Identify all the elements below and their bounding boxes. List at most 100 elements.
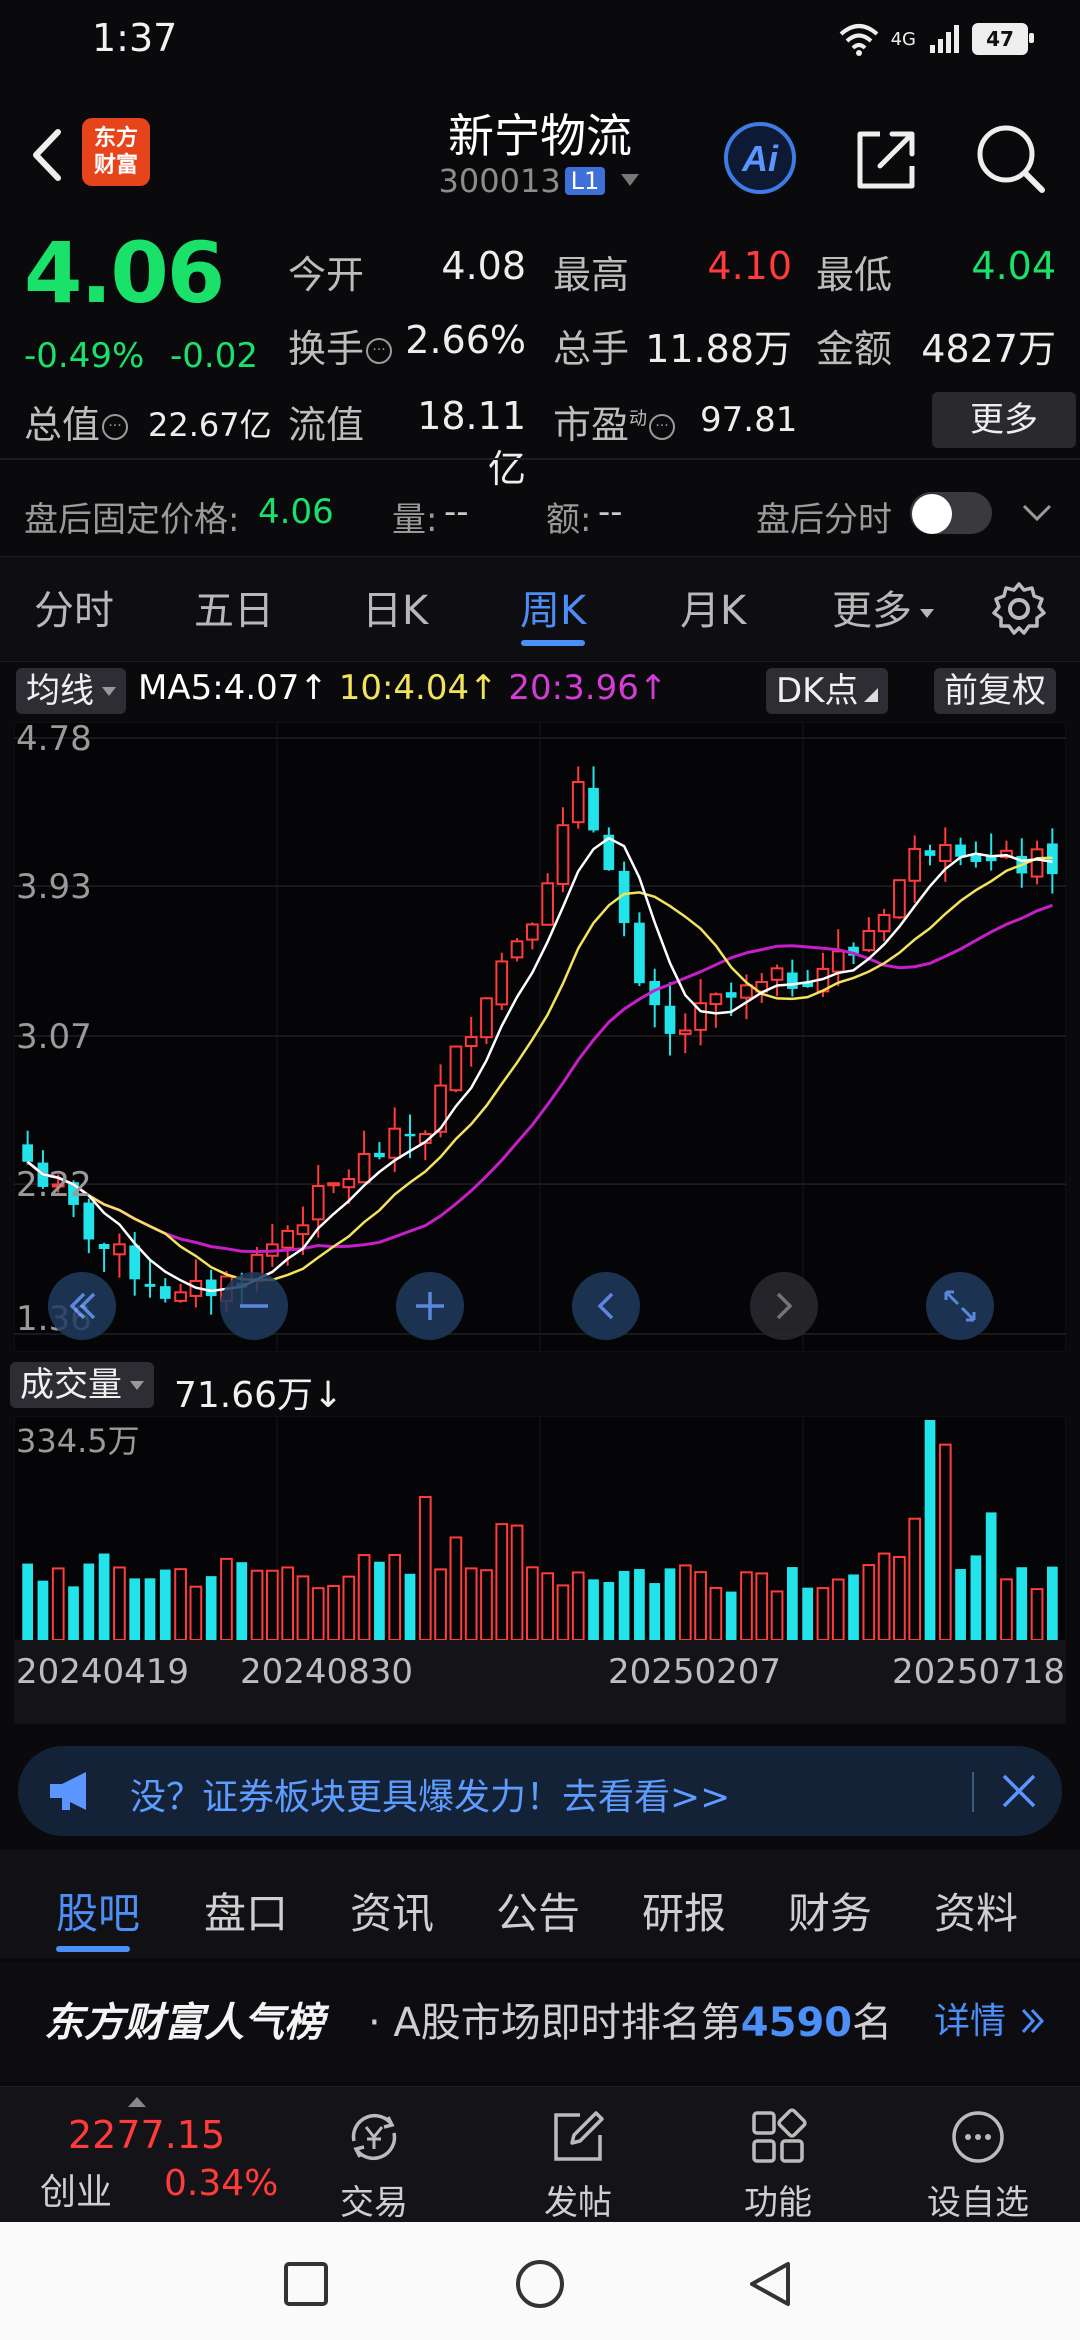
more-dots-icon <box>952 2111 1004 2163</box>
y-tick-label: 3.93 <box>16 867 92 907</box>
post-button[interactable]: 发帖 <box>508 2105 648 2224</box>
tab-intraday[interactable]: 分时 <box>34 588 114 634</box>
change-percent: -0.49% <box>24 336 145 376</box>
volume-bar <box>404 1573 416 1640</box>
candle-up <box>327 1182 340 1187</box>
tab-monthly-k[interactable]: 月K <box>680 588 747 634</box>
gear-icon[interactable] <box>990 580 1048 638</box>
zoom-in-button[interactable] <box>396 1272 464 1340</box>
candle-up <box>281 1229 295 1249</box>
volume-indicator-label: 成交量 <box>20 1365 122 1405</box>
open-label: 今开 <box>288 253 365 297</box>
back-arrow-icon[interactable] <box>22 120 72 190</box>
chevron-down-icon[interactable] <box>1020 498 1054 528</box>
functions-label: 功能 <box>744 2183 812 2223</box>
turnover-label[interactable]: 换手 ··· <box>288 318 393 373</box>
volume-bar <box>327 1584 340 1641</box>
content-tabs <box>0 1850 1080 1958</box>
recent-apps-icon[interactable] <box>282 2260 330 2308</box>
dk-point-button[interactable]: DK点 <box>766 668 889 714</box>
candle-up <box>556 824 570 885</box>
mktcap-value: 22.67亿 <box>148 406 272 444</box>
popularity-row[interactable]: 东方财富人气榜 · A股市场即时排名第4590名 详情 <box>0 1962 1080 2082</box>
tab-more[interactable]: 更多 <box>832 578 934 636</box>
stock-code-line[interactable]: 300013 L1 <box>0 162 1080 200</box>
float-label: 流值 <box>288 403 365 447</box>
popularity-rank: 4590 <box>740 2000 853 2046</box>
scroll-left-button[interactable] <box>572 1272 640 1340</box>
float-value: 18.11亿 <box>417 394 526 491</box>
tab-profile[interactable]: 资料 <box>934 1889 1019 1938</box>
chart-grid <box>14 722 1066 1352</box>
date-label-2: 20240830 <box>240 1652 414 1692</box>
tab-daily-k[interactable]: 日K <box>362 588 429 634</box>
banner-separator <box>972 1772 974 1812</box>
add-watchlist-button[interactable]: 设自选 <box>908 2105 1048 2224</box>
adjust-button[interactable]: 前复权 <box>934 668 1056 714</box>
date-label-4: 20250718 <box>892 1652 1066 1692</box>
caret-down-icon <box>621 174 640 186</box>
volume-label: 总手 <box>553 327 630 371</box>
low-value: 4.04 <box>971 244 1056 288</box>
tab-news[interactable]: 资讯 <box>350 1889 435 1938</box>
fullscreen-button[interactable] <box>926 1272 994 1340</box>
info-icon: ··· <box>649 414 676 440</box>
candle-down <box>68 1182 79 1205</box>
ai-assistant-icon[interactable]: Ai <box>722 120 798 196</box>
tab-weekly-k[interactable]: 周K <box>520 588 587 634</box>
search-icon[interactable] <box>972 120 1048 196</box>
double-chevron-left-icon <box>69 1292 96 1320</box>
scroll-right-button[interactable] <box>750 1272 818 1340</box>
candle-up <box>434 1084 447 1133</box>
zoom-out-button[interactable] <box>220 1272 288 1340</box>
high-label: 最高 <box>553 253 630 297</box>
volume-bar <box>144 1578 156 1640</box>
volume-bar <box>725 1591 737 1640</box>
candle-down <box>664 1005 676 1034</box>
mktcap-label[interactable]: 总值 ··· <box>24 394 129 449</box>
index-value[interactable]: 2277.15 <box>68 2113 226 2157</box>
volume-bar <box>174 1568 187 1641</box>
tab-financials[interactable]: 财务 <box>788 1889 873 1938</box>
volume-bar <box>802 1587 813 1640</box>
tab-announcements[interactable]: 公告 <box>496 1889 581 1938</box>
back-icon[interactable] <box>744 2258 796 2310</box>
index-name[interactable]: 创业 <box>40 2172 113 2213</box>
promo-banner[interactable]: 没？证券板块更具爆发力！去看看>> <box>18 1746 1062 1836</box>
minus-icon <box>240 1304 268 1308</box>
tab-five-day[interactable]: 五日 <box>194 588 274 634</box>
volume-bar <box>98 1553 110 1640</box>
volume-bar <box>893 1555 906 1641</box>
volume-bar <box>236 1562 248 1640</box>
svg-text:Ai: Ai <box>741 138 779 179</box>
turnover-label-text: 换手 <box>288 327 365 371</box>
volume-max-label: 334.5万 <box>16 1422 140 1460</box>
pe-label[interactable]: 市盈动 ··· <box>553 394 676 449</box>
tab-forum[interactable]: 股吧 <box>56 1889 141 1938</box>
close-icon[interactable] <box>1000 1772 1038 1810</box>
functions-button[interactable]: 功能 <box>708 2105 848 2224</box>
volume-indicator-selector[interactable]: 成交量 <box>10 1362 154 1408</box>
volume-value: 71.66万↓ <box>174 1375 344 1416</box>
volume-bar <box>281 1566 295 1641</box>
volume-chart[interactable]: 334.5万 <box>14 1416 1066 1642</box>
tab-order-book[interactable]: 盘口 <box>204 1889 289 1938</box>
ah-amount-value: -- <box>598 492 623 532</box>
system-nav-bar <box>0 2222 1080 2340</box>
ma-selector[interactable]: 均线 <box>16 668 126 714</box>
volume-bar <box>709 1586 723 1642</box>
grid-apps-icon <box>752 2108 807 2163</box>
more-button[interactable]: 更多 <box>932 392 1076 448</box>
pe-label-text: 市盈 <box>553 403 630 447</box>
share-icon[interactable] <box>852 124 922 194</box>
home-icon[interactable] <box>514 2258 566 2310</box>
last-price: 4.06 <box>24 224 225 322</box>
ah-amount-label: 额: <box>546 500 592 540</box>
popularity-detail-link[interactable]: 详情 <box>934 1992 1047 2044</box>
app-logo[interactable]: 东方 财富 <box>82 118 150 186</box>
candlestick-chart[interactable]: 4.783.933.072.221.36 <box>14 722 1066 1352</box>
tab-research[interactable]: 研报 <box>642 1889 727 1938</box>
trade-button[interactable]: 交易 <box>304 2105 444 2224</box>
scroll-start-button[interactable] <box>48 1272 116 1340</box>
candle-up <box>877 913 891 933</box>
